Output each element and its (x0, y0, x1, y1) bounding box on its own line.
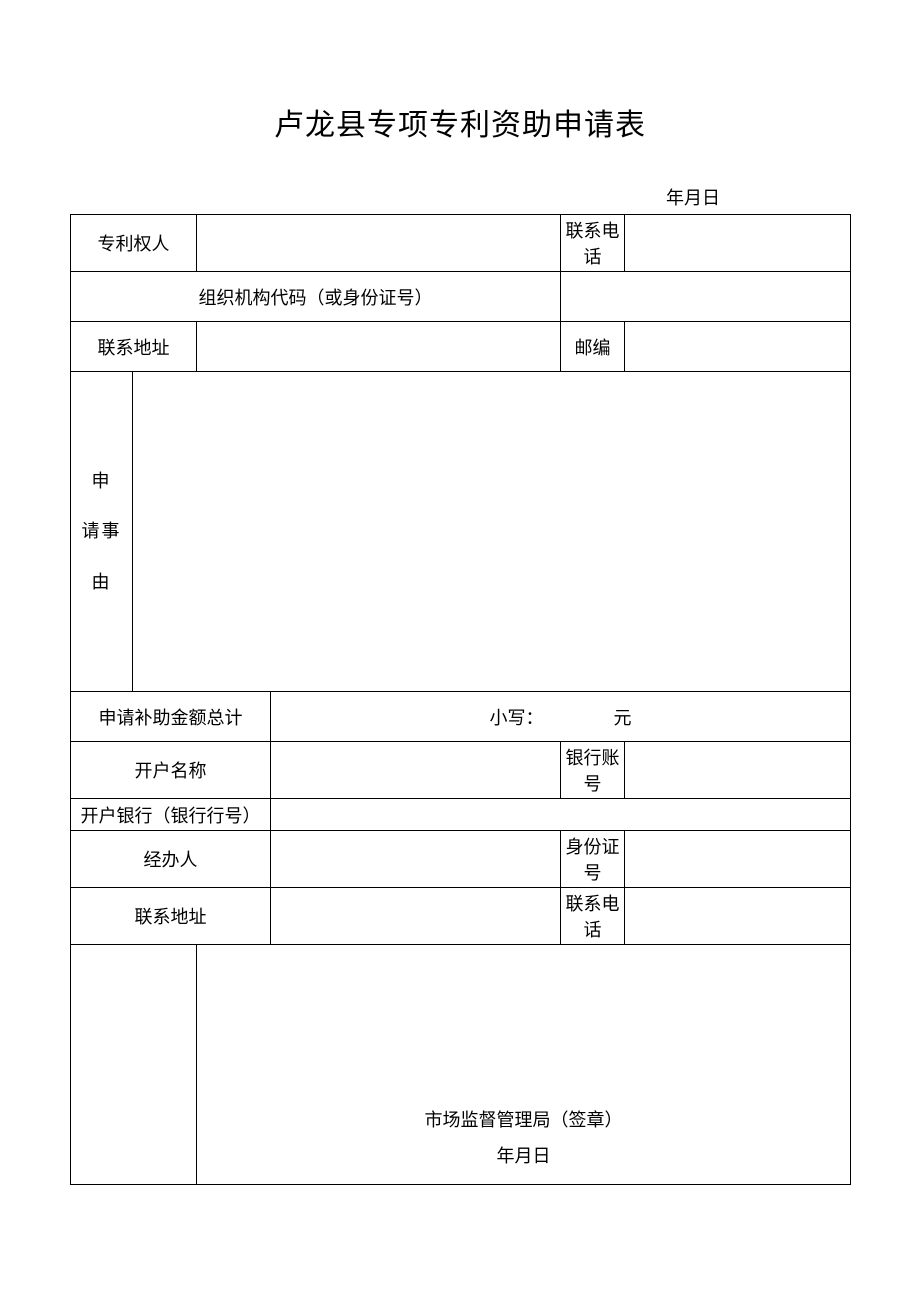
row-reason: 申 请事 由 (71, 372, 851, 692)
signature-date: 年月日 (199, 1138, 848, 1174)
amount-prefix: 小写： (490, 704, 544, 730)
label-application-reason: 申 请事 由 (71, 372, 133, 692)
value-contact-phone2 (625, 888, 851, 945)
value-bank-account (625, 742, 851, 799)
label-handler: 经办人 (71, 831, 271, 888)
label-org-code: 组织机构代码（或身份证号） (71, 272, 561, 322)
row-handler: 经办人 身份证号 (71, 831, 851, 888)
value-id-number (625, 831, 851, 888)
row-org-code: 组织机构代码（或身份证号） (71, 272, 851, 322)
value-total-amount: 小写： 元 (271, 692, 851, 742)
row-bank-name: 开户银行（银行行号） (71, 799, 851, 831)
value-bank-name (271, 799, 851, 831)
row-total-amount: 申请补助金额总计 小写： 元 (71, 692, 851, 742)
label-patent-holder: 专利权人 (71, 215, 197, 272)
value-contact-address2 (271, 888, 561, 945)
row-signature: 市场监督管理局（签章） 年月日 (71, 945, 851, 1185)
reason-char3: 由 (92, 572, 112, 592)
value-account-name (271, 742, 561, 799)
value-contact-address (197, 322, 561, 372)
label-total-amount: 申请补助金额总计 (71, 692, 271, 742)
label-bank-account: 银行账号 (561, 742, 625, 799)
signature-org: 市场监督管理局（签章） (199, 1102, 848, 1138)
row-account-name: 开户名称 银行账号 (71, 742, 851, 799)
value-org-code (561, 272, 851, 322)
row-patent-holder: 专利权人 联系电话 (71, 215, 851, 272)
value-application-reason (133, 372, 851, 692)
label-postal-code: 邮编 (561, 322, 625, 372)
row-address: 联系地址 邮编 (71, 322, 851, 372)
value-handler (271, 831, 561, 888)
date-header: 年月日 (70, 184, 850, 210)
signature-left-cell (71, 945, 197, 1185)
value-contact-phone (625, 215, 851, 272)
value-postal-code (625, 322, 851, 372)
reason-char2: 请事 (82, 521, 122, 541)
amount-unit: 元 (614, 704, 632, 730)
document-title: 卢龙县专项专利资助申请表 (70, 100, 850, 144)
label-account-name: 开户名称 (71, 742, 271, 799)
label-bank-name: 开户银行（银行行号） (71, 799, 271, 831)
application-form-table: 专利权人 联系电话 组织机构代码（或身份证号） 联系地址 邮编 申 请事 由 (70, 214, 851, 1185)
label-contact-address2: 联系地址 (71, 888, 271, 945)
row-contact2: 联系地址 联系电话 (71, 888, 851, 945)
signature-right-cell: 市场监督管理局（签章） 年月日 (197, 945, 851, 1185)
label-contact-phone: 联系电话 (561, 215, 625, 272)
label-id-number: 身份证号 (561, 831, 625, 888)
label-contact-phone2: 联系电话 (561, 888, 625, 945)
reason-char1: 申 (92, 471, 112, 491)
document-page: 卢龙县专项专利资助申请表 年月日 专利权人 联系电话 组织机构代码（或身份证号）… (0, 0, 920, 1185)
label-contact-address: 联系地址 (71, 322, 197, 372)
value-patent-holder (197, 215, 561, 272)
